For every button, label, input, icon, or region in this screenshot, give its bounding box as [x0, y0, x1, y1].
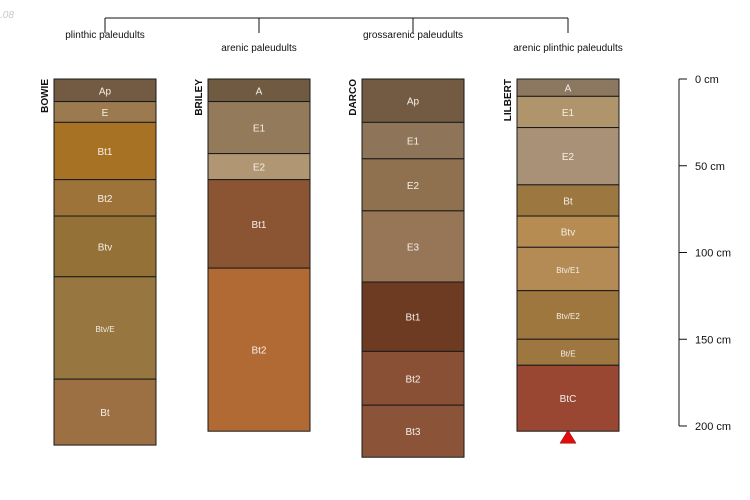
horizon-label: Btv/E2: [556, 312, 580, 321]
axis-tick-label: 0 cm: [695, 74, 719, 86]
horizon-darco-e1: [361, 121, 465, 160]
profile-bowie: Ap E Bt1 Bt2 Btv Btv/E Bt BOWIE: [40, 78, 157, 446]
horizon-label: E1: [253, 124, 266, 135]
horizon-lilbert-btv-e1: [516, 246, 620, 292]
horizon-darco-ap: [361, 78, 465, 123]
horizon-label: Bt: [563, 196, 573, 207]
horizon-label: E2: [562, 152, 575, 163]
horizon-lilbert-btv-e2: [516, 290, 620, 340]
horizon-briley-bt1: [207, 179, 311, 269]
horizon-lilbert-bt: [516, 184, 620, 217]
profiles: Ap E Bt1 Bt2 Btv Btv/E Bt BOWIE A E1 E2 Bt1 Bt2 BRILE…: [40, 78, 620, 458]
axis-tick-label: 100 cm: [695, 248, 731, 260]
horizon-bowie-btv-e: [53, 276, 157, 380]
horizon-label: Btv/E1: [556, 266, 580, 275]
axis-tick-label: 200 cm: [695, 421, 731, 433]
horizon-label: Bt1: [251, 220, 266, 231]
horizon-darco-e2: [361, 158, 465, 212]
marker-layer: [559, 429, 577, 444]
dendrogram: plinthic paleudults arenic paleudults gros…: [65, 17, 623, 54]
horizon-label: Bt3: [405, 427, 420, 438]
horizon-briley-e2: [207, 153, 311, 181]
horizon-label: E2: [253, 163, 266, 174]
horizon-label: Btv: [561, 228, 575, 239]
horizon-label: Bt/E: [560, 349, 575, 358]
horizon-lilbert-bt-e: [516, 338, 620, 366]
horizon-label: E: [102, 108, 109, 119]
profile-darco: Ap E1 E2 E3 Bt1 Bt2 Bt3 DARCO: [348, 78, 465, 458]
horizon-darco-bt3: [361, 404, 465, 458]
profile-name-darco: DARCO: [348, 79, 359, 116]
horizon-label: Ap: [99, 86, 112, 97]
horizon-label: Bt1: [97, 147, 112, 158]
horizon-label: E2: [407, 181, 420, 192]
horizon-label: Bt2: [251, 346, 266, 357]
horizon-label: Bt1: [405, 313, 420, 324]
taxonomy-label-arenic-paleudults: arenic paleudults: [221, 43, 297, 54]
profile-lilbert: A E1 E2 Bt Btv Btv/E1 Btv/E2 Bt/E BtC LILBERT: [503, 78, 620, 432]
horizon-label: E1: [562, 108, 575, 119]
horizon-label: BtC: [560, 394, 577, 405]
horizon-bowie-bt2: [53, 179, 157, 217]
taxonomy-label-plinthic-paleudults: plinthic paleudults: [65, 30, 145, 41]
profile-name-lilbert: LILBERT: [503, 79, 514, 121]
horizon-bowie-btv: [53, 215, 157, 278]
profile-name-bowie: BOWIE: [40, 79, 51, 113]
horizon-briley-bt2: [207, 267, 311, 432]
horizon-bowie-bt: [53, 378, 157, 446]
profile-name-briley: BRILEY: [194, 79, 205, 116]
horizon-lilbert-btc: [516, 364, 620, 432]
horizon-label: Ap: [407, 97, 420, 108]
depth-axis: 0 cm 50 cm 100 cm 150 cm 200 cm: [678, 74, 731, 433]
horizon-label: A: [565, 84, 572, 95]
horizon-label: E1: [407, 137, 420, 148]
corner-label: .08: [0, 10, 14, 21]
horizon-bowie-bt1: [53, 121, 157, 181]
axis-tick-label: 150 cm: [695, 334, 731, 346]
horizon-label: Btv/E: [95, 325, 114, 334]
taxonomy-label-grossarenic-paleudults: grossarenic paleudults: [363, 30, 463, 41]
axis-tick-label: 50 cm: [695, 161, 725, 173]
horizon-lilbert-btv: [516, 215, 620, 248]
horizon-lilbert-e1: [516, 95, 620, 129]
horizon-label: E3: [407, 242, 420, 253]
horizon-label: A: [256, 86, 263, 97]
horizon-label: Bt: [100, 408, 110, 419]
horizon-briley-e1: [207, 101, 311, 155]
horizon-darco-bt2: [361, 350, 465, 406]
taxonomy-label-arenic-plinthic-paleudults: arenic plinthic paleudults: [513, 43, 623, 54]
depth-marker-triangle: [559, 429, 577, 444]
horizon-label: Bt2: [97, 194, 112, 205]
horizon-label: Btv: [98, 242, 112, 253]
horizon-label: Bt2: [405, 374, 420, 385]
profile-briley: A E1 E2 Bt1 Bt2 BRILEY: [194, 78, 311, 432]
